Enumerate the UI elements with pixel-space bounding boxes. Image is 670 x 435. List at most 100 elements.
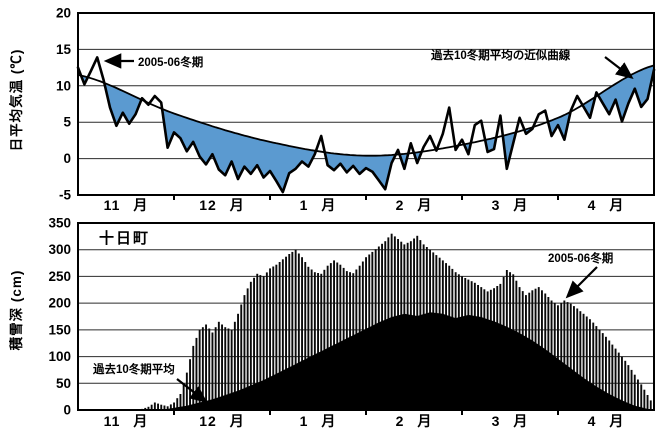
y-tick-label: 200 bbox=[48, 296, 71, 311]
snow-bar bbox=[166, 406, 169, 410]
y-tick-label: 15 bbox=[56, 42, 72, 57]
snow-bar bbox=[201, 327, 204, 410]
snow-bar bbox=[307, 266, 310, 410]
snow-bar bbox=[240, 304, 243, 410]
snow-bar bbox=[173, 402, 175, 410]
snow-bar bbox=[569, 303, 572, 410]
snow-bar bbox=[560, 302, 563, 410]
temperature-y-axis-label: 日平均気温 (℃) bbox=[9, 48, 24, 152]
snow-bar bbox=[592, 322, 595, 410]
snow-bar bbox=[230, 329, 233, 410]
snow-bar bbox=[573, 306, 575, 410]
snow-bar bbox=[169, 404, 172, 410]
x-tick-label: 12 月 bbox=[199, 413, 244, 429]
snow-bar bbox=[304, 262, 307, 410]
snow-bar bbox=[595, 326, 598, 410]
snow-bar bbox=[185, 372, 188, 410]
snow-bar bbox=[611, 344, 614, 410]
snow-bar bbox=[262, 276, 265, 410]
snow-bar bbox=[246, 288, 249, 410]
x-tick-label: 1 月 bbox=[300, 413, 337, 429]
y-tick-label: 250 bbox=[48, 269, 71, 284]
snow-bar bbox=[579, 311, 582, 410]
snow-bar bbox=[288, 254, 291, 410]
snow-bar bbox=[259, 275, 262, 410]
snow-bar bbox=[320, 273, 323, 410]
x-tick-label: 4 月 bbox=[588, 413, 625, 429]
y-tick-label: 100 bbox=[48, 349, 71, 364]
x-tick-label: 11 月 bbox=[104, 197, 149, 213]
snow-bar bbox=[643, 389, 646, 410]
average-temperature-curve bbox=[77, 64, 655, 157]
snow-bar bbox=[614, 348, 617, 410]
snow-bar bbox=[333, 260, 335, 410]
snow-bar bbox=[249, 281, 252, 410]
snow-bar bbox=[150, 404, 153, 410]
snow-bar bbox=[649, 400, 652, 410]
snow-bar bbox=[272, 266, 275, 410]
y-tick-label: 10 bbox=[56, 78, 71, 93]
snow-bar bbox=[637, 379, 639, 410]
annotation-snow-2005-06: 2005-06冬期 bbox=[548, 253, 614, 265]
snow-bar bbox=[323, 269, 326, 411]
snow-bar bbox=[182, 383, 185, 410]
snow-bar bbox=[301, 257, 303, 410]
snow-bar bbox=[605, 336, 607, 410]
snow-bar bbox=[214, 327, 217, 410]
snow-bar bbox=[329, 263, 332, 410]
snow-bar bbox=[144, 407, 147, 410]
snow-bar bbox=[617, 352, 620, 410]
snow-bar bbox=[179, 394, 182, 410]
snow-bar bbox=[326, 265, 329, 410]
snow-bar bbox=[205, 324, 207, 410]
snow-bar bbox=[557, 305, 559, 410]
snow-bar bbox=[224, 327, 227, 410]
snow-depth-chart: 350 300 250 200 150 100 50 0 11 月 12 月 1 月 2 月 3 月 4 … bbox=[48, 216, 655, 429]
snow-bar bbox=[566, 302, 569, 410]
snow-bar bbox=[160, 404, 163, 410]
snow-bar bbox=[646, 395, 649, 410]
snow-bar bbox=[157, 403, 159, 410]
x-tick-label: 3 月 bbox=[492, 413, 529, 429]
snow-bar bbox=[153, 402, 156, 410]
temp-deficit-fill bbox=[326, 152, 395, 190]
snow-bar bbox=[336, 262, 339, 410]
x-tick-label: 4 月 bbox=[588, 197, 625, 213]
snow-bar bbox=[253, 277, 255, 410]
snow-bar bbox=[147, 406, 150, 410]
snow-bar bbox=[294, 249, 297, 410]
snow-bar bbox=[221, 324, 223, 410]
station-title: 十日町 bbox=[99, 230, 151, 247]
temperature-chart: 20 15 10 5 0 -5 11 月 12 月 1 月 2 月 3 月 4 月 bbox=[56, 6, 656, 213]
x-tick-label: 12 月 bbox=[199, 197, 244, 213]
snow-bar bbox=[233, 321, 236, 410]
y-tick-label: 300 bbox=[48, 242, 71, 257]
x-tick-label: 1 月 bbox=[300, 197, 337, 213]
annotation-arrows bbox=[103, 53, 634, 404]
snow-bar bbox=[608, 340, 611, 410]
y-tick-label: 0 bbox=[63, 151, 71, 166]
temp-deficit-fill bbox=[583, 97, 595, 118]
annotation-temp-average-curve: 過去10冬期平均の近似曲線 bbox=[431, 50, 571, 62]
snow-average-area bbox=[78, 312, 654, 410]
snow-depth-y-axis-label: 積雪深 (cm) bbox=[9, 269, 24, 351]
observed-temperature-line bbox=[76, 56, 656, 194]
arrow-snow-past-average bbox=[176, 378, 208, 404]
snow-bar bbox=[278, 262, 281, 410]
snow-bar bbox=[589, 319, 591, 410]
y-tick-label: 50 bbox=[56, 376, 71, 391]
x-tick-label: 11 月 bbox=[104, 413, 149, 429]
x-tick-label: 3 月 bbox=[492, 197, 529, 213]
snow-bar bbox=[291, 251, 294, 410]
y-tick-label: 20 bbox=[56, 6, 71, 21]
snow-bar bbox=[633, 374, 636, 410]
snow-bar bbox=[297, 253, 300, 410]
x-tick-label: 2 月 bbox=[396, 413, 433, 429]
snow-bar bbox=[163, 405, 166, 410]
snow-bar bbox=[198, 329, 201, 410]
snow-bar bbox=[339, 264, 342, 410]
snow-bar bbox=[217, 321, 220, 410]
snow-bar bbox=[582, 313, 585, 410]
